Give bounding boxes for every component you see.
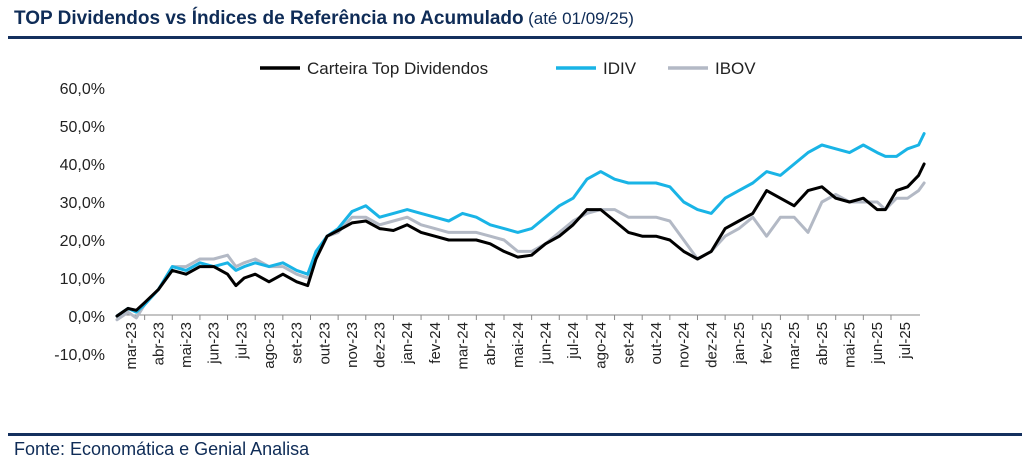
series-line-carteira-top-dividendos <box>115 162 926 318</box>
x-tick-label: mai-25 <box>842 322 859 368</box>
x-tick-label: jun-24 <box>537 322 554 365</box>
x-tick-label: fev-25 <box>759 322 776 364</box>
series-line-idiv <box>115 132 926 318</box>
x-tick-label: set-24 <box>620 322 637 364</box>
x-tick-label: nov-23 <box>344 322 361 368</box>
y-tick-label: 50,0% <box>60 119 105 136</box>
x-tick-label: mar-24 <box>455 322 472 370</box>
x-tick-label: out-24 <box>648 322 665 365</box>
x-tick-label: mar-25 <box>786 322 803 370</box>
series-lines <box>115 132 926 322</box>
y-tick-label: 60,0% <box>60 81 105 98</box>
y-axis: -10,0% 0,0% 10,0% 20,0% 30,0% 40,0% 50,0% 60,0% <box>54 81 105 364</box>
chart-title: TOP Dividendos vs Índices de Referência … <box>14 8 524 29</box>
x-tick-label: abr-23 <box>150 322 167 365</box>
x-tick-label: set-23 <box>289 322 306 364</box>
legend-label: IBOV <box>715 59 756 78</box>
x-tick-label: jun-23 <box>206 322 223 365</box>
x-axis: mar-23 abr-23 mai-23 jun-23 jul-23 ago-23 set-… <box>116 314 920 370</box>
title-divider <box>8 36 1022 39</box>
line-chart: Carteira Top Dividendos IDIV IBOV -10,0% 0,… <box>54 59 926 370</box>
source-note: Fonte: Economática e Genial Analisa <box>14 439 310 459</box>
x-tick-label: nov-24 <box>676 322 693 368</box>
series-line-ibov <box>115 181 926 322</box>
x-tick-label: jan-24 <box>399 322 416 365</box>
x-tick-label: out-23 <box>316 322 333 365</box>
x-tick-label: mar-23 <box>123 322 140 370</box>
x-tick-label: ago-23 <box>261 322 278 369</box>
y-tick-label: 10,0% <box>60 271 105 288</box>
x-tick-label: jul-24 <box>565 322 582 360</box>
chart-subtitle: (até 01/09/25) <box>528 9 634 28</box>
x-tick-label: dez-23 <box>372 322 389 368</box>
x-tick-label: fev-24 <box>427 322 444 364</box>
x-tick-label: mai-23 <box>178 322 195 368</box>
chart-title-wrap: TOP Dividendos vs Índices de Referência … <box>14 4 634 34</box>
x-tick-label: jun-25 <box>869 322 886 365</box>
x-tick-label: jan-25 <box>731 322 748 365</box>
y-tick-label: 20,0% <box>60 233 105 250</box>
legend-label: IDIV <box>603 59 637 78</box>
x-tick-label: dez-24 <box>703 322 720 368</box>
x-tick-label: abr-24 <box>482 322 499 365</box>
y-tick-label: 30,0% <box>60 195 105 212</box>
x-tick-label: mai-24 <box>510 322 527 368</box>
y-tick-label: 0,0% <box>69 309 105 326</box>
x-tick-label: jul-25 <box>897 322 914 360</box>
y-tick-label: 40,0% <box>60 157 105 174</box>
legend-label: Carteira Top Dividendos <box>307 59 488 78</box>
x-tick-label: abr-25 <box>814 322 831 365</box>
legend: Carteira Top Dividendos IDIV IBOV <box>260 59 756 78</box>
x-tick-label: ago-24 <box>593 322 610 369</box>
footer-divider <box>8 433 1022 436</box>
y-tick-label: -10,0% <box>54 347 105 364</box>
x-tick-label: jul-23 <box>233 322 250 360</box>
